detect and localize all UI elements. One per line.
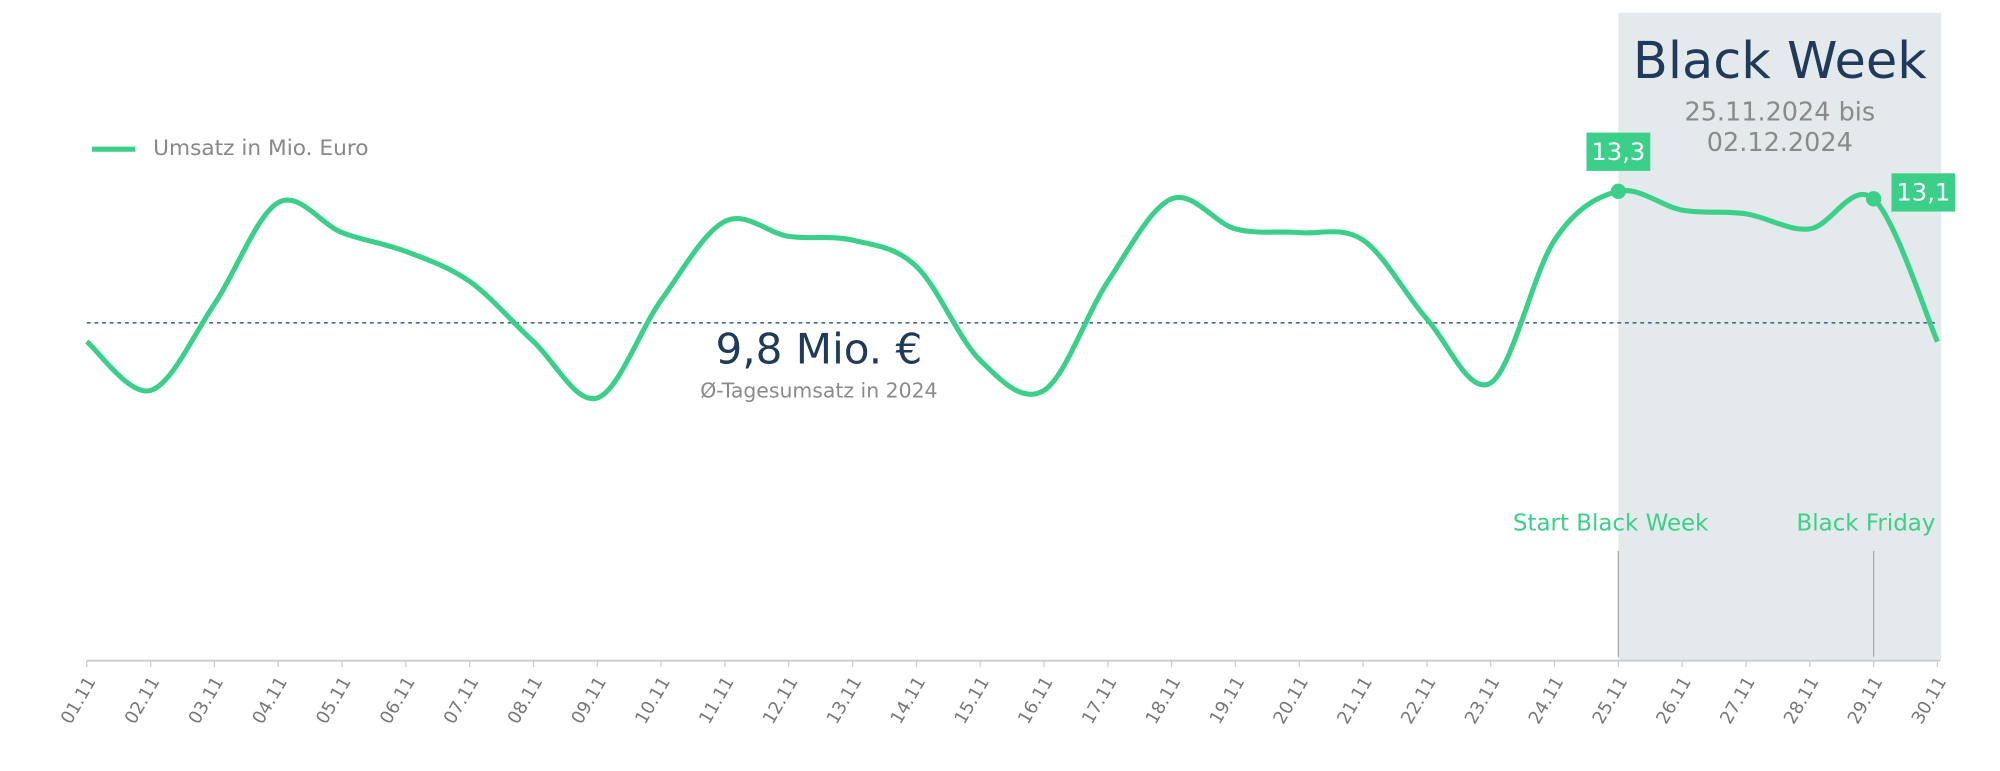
x-tick-label: 12.11 [759,673,803,728]
x-tick-label: 14.11 [886,673,930,728]
data-label: 13,3 [1591,138,1645,166]
data-label: 13,1 [1896,179,1950,207]
x-tick-label: 07.11 [440,673,484,728]
annotation-label: Black Friday [1797,511,1936,537]
x-tick-label: 11.11 [695,673,739,728]
x-tick-label: 19.11 [1206,673,1250,728]
highlight-subtitle: 25.11.2024 bis [1684,98,1875,128]
data-point [1865,191,1882,207]
x-tick-label: 22.11 [1397,673,1441,728]
x-tick-label: 10.11 [631,673,675,728]
data-label-box [1891,173,1956,212]
x-tick-label: 28.11 [1780,673,1824,728]
data-point [1610,183,1627,199]
x-tick-label: 29.11 [1844,673,1888,728]
x-tick-label: 17.11 [1078,673,1122,728]
x-tick-label: 16.11 [1014,673,1058,728]
x-tick-label: 18.11 [1142,673,1186,728]
highlight-title: Black Week [1633,32,1927,91]
x-tick-label: 06.11 [376,673,420,728]
highlight-subtitle: 02.12.2024 [1707,128,1853,158]
x-tick-label: 21.11 [1333,673,1377,728]
average-caption: Ø-Tagesumsatz in 2024 [700,379,937,403]
x-tick-label: 03.11 [184,673,228,728]
average-label: 9,8 Mio. € [715,325,922,374]
highlight-region [1618,12,1942,661]
x-tick-label: 01.11 [57,673,101,728]
x-tick-label: 27.11 [1716,673,1760,728]
x-tick-label: 23.11 [1461,673,1505,728]
x-tick-label: 15.11 [950,673,994,728]
x-tick-label: 08.11 [504,673,548,728]
x-tick-label: 24.11 [1525,673,1569,728]
x-tick-label: 13.11 [823,673,867,728]
x-tick-label: 09.11 [567,673,611,728]
x-tick-label: 25.11 [1588,673,1632,728]
x-tick-label: 04.11 [248,673,292,728]
annotation-label: Start Black Week [1513,511,1709,537]
data-label-box [1586,132,1651,171]
x-tick-label: 30.11 [1907,673,1951,728]
x-tick-label: 26.11 [1652,673,1696,728]
legend-label: Umsatz in Mio. Euro [153,136,368,161]
x-tick-label: 05.11 [312,673,356,728]
x-tick-label: 20.11 [1269,673,1313,728]
x-tick-label: 02.11 [121,673,165,728]
